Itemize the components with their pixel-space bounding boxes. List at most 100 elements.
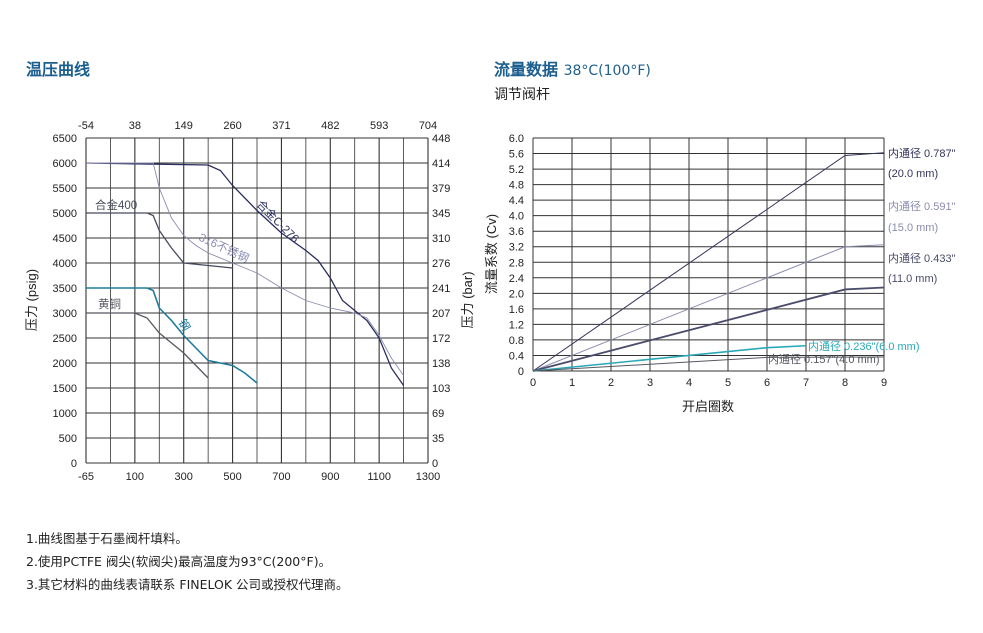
x-tick-label-bottom: 300 xyxy=(175,471,193,483)
x-tick-label-top: -54 xyxy=(78,120,94,132)
y-tick-label-left: 6500 xyxy=(53,133,77,145)
y-tick-label-right: 379 xyxy=(432,183,450,195)
y-tick-label-right: 138 xyxy=(432,358,450,370)
y-tick-label: 2.0 xyxy=(509,288,524,300)
series-line-4 xyxy=(86,312,209,379)
y-tick-label-left: 0 xyxy=(71,458,77,470)
right-chart-title: 流量数据 38°C(100°F) xyxy=(494,56,651,80)
x-tick-label: 4 xyxy=(686,377,692,389)
y-tick-label: 4.0 xyxy=(509,211,524,223)
y-tick-label-right: 310 xyxy=(432,233,450,245)
series-label-1: 316不锈钢 xyxy=(197,231,251,265)
legend-label-mm-2: (11.0 mm) xyxy=(888,273,937,285)
note-3: 3.其它材料的曲线表请联系 FINELOK 公司或授权代理商。 xyxy=(26,577,349,592)
y-tick-label-right: 172 xyxy=(432,333,450,345)
note-2: 2.使用PCTFE 阀尖(软阀尖)最高温度为93°C(200°F)。 xyxy=(26,554,332,569)
notes: 1.曲线图基于石墨阀杆填料。 2.使用PCTFE 阀尖(软阀尖)最高温度为93°… xyxy=(26,527,349,596)
right-title-text: 流量数据 xyxy=(494,60,559,79)
y-tick-label: 1.2 xyxy=(509,319,524,331)
y-tick-label-left: 6000 xyxy=(53,158,77,170)
y-tick-label-right: 69 xyxy=(432,408,444,420)
y-tick-label: 4.4 xyxy=(509,195,524,207)
y-tick-label: 0.4 xyxy=(509,350,524,362)
series-label-3: 钢 xyxy=(175,317,192,333)
y-tick-label-left: 5000 xyxy=(53,208,77,220)
legend-label-mm-0: (20.0 mm) xyxy=(888,168,938,180)
x-tick-label-bottom: -65 xyxy=(78,471,94,483)
x-tick-label: 7 xyxy=(803,377,809,389)
y-tick-label: 0.8 xyxy=(509,335,524,347)
series-line-1 xyxy=(532,244,885,372)
x-tick-label-top: 704 xyxy=(419,120,437,132)
x-tick-label: 0 xyxy=(530,377,536,389)
x-tick-label-top: 149 xyxy=(175,120,193,132)
y-tick-label: 2.4 xyxy=(509,273,524,285)
x-tick-label-top: 260 xyxy=(223,120,241,132)
x-tick-label-top: 371 xyxy=(272,120,290,132)
x-tick-label: 9 xyxy=(881,377,887,389)
y-tick-label: 5.2 xyxy=(509,164,524,176)
series-line-3 xyxy=(532,344,807,372)
legend-label-0: 内通径 0.787" xyxy=(888,146,956,160)
y-axis-title-left: 压力 (psig) xyxy=(24,269,39,331)
y-tick-label-left: 2500 xyxy=(53,333,77,345)
x-tick-label: 6 xyxy=(764,377,770,389)
y-tick-label-right: 103 xyxy=(432,383,450,395)
y-tick-label: 0 xyxy=(518,366,524,378)
legend-label-mm-1: (15.0 mm) xyxy=(888,222,938,234)
x-tick-label-top: 593 xyxy=(370,120,388,132)
y-tick-label: 3.6 xyxy=(509,226,524,238)
y-tick-label-left: 1500 xyxy=(53,383,77,395)
x-axis-title: 开启圈数 xyxy=(682,399,734,414)
note-1: 1.曲线图基于石墨阀杆填料。 xyxy=(26,531,188,546)
y-tick-label-right: 276 xyxy=(432,258,450,270)
y-tick-label: 5.6 xyxy=(509,149,524,161)
legend-label-2: 内通径 0.433" xyxy=(888,251,956,265)
y-tick-label-right: 448 xyxy=(432,133,450,145)
y-tick-label: 6.0 xyxy=(509,133,524,145)
right-chart-subtitle: 调节阀杆 xyxy=(494,87,550,103)
series-line-0 xyxy=(85,162,405,386)
x-tick-label-bottom: 1300 xyxy=(416,471,440,483)
y-tick-label-left: 1000 xyxy=(53,408,77,420)
y-tick-label-left: 500 xyxy=(59,433,77,445)
x-tick-label: 3 xyxy=(647,377,653,389)
x-tick-label: 5 xyxy=(725,377,731,389)
y-tick-label: 1.6 xyxy=(509,304,524,316)
x-tick-label-bottom: 900 xyxy=(321,471,339,483)
x-tick-label-bottom: 100 xyxy=(126,471,144,483)
y-tick-label-left: 3500 xyxy=(53,283,77,295)
y-tick-label-left: 4500 xyxy=(53,233,77,245)
x-tick-label-bottom: 700 xyxy=(272,471,290,483)
legend-label-1: 内通径 0.591" xyxy=(888,199,956,213)
series-line-1 xyxy=(86,162,404,376)
y-tick-label: 2.8 xyxy=(509,257,524,269)
y-tick-label: 4.8 xyxy=(509,180,524,192)
y-tick-label: 3.2 xyxy=(509,242,524,254)
y-axis-title: 流量系数 (Cv) xyxy=(484,214,499,294)
series-line-2 xyxy=(86,212,233,269)
series-label-2: 合金400 xyxy=(95,198,137,212)
y-axis-title-right: 压力 (bar) xyxy=(460,271,475,328)
x-tick-label-top: 482 xyxy=(321,120,339,132)
y-tick-label-right: 35 xyxy=(432,433,444,445)
series-line-4 xyxy=(532,356,885,372)
legend-label-3: 内通径 0.236"(6.0 mm) xyxy=(808,339,920,353)
series-line-3 xyxy=(86,287,258,384)
y-tick-label-right: 345 xyxy=(432,208,450,220)
y-tick-label-left: 2000 xyxy=(53,358,77,370)
y-tick-label-left: 4000 xyxy=(53,258,77,270)
y-tick-label-right: 207 xyxy=(432,308,450,320)
right-title-condition: 38°C(100°F) xyxy=(563,63,651,79)
x-tick-label-bottom: 500 xyxy=(223,471,241,483)
x-tick-label: 8 xyxy=(842,377,848,389)
y-tick-label-left: 5500 xyxy=(53,183,77,195)
y-tick-label-right: 0 xyxy=(432,458,438,470)
x-tick-label: 2 xyxy=(608,377,614,389)
y-tick-label-right: 414 xyxy=(432,158,450,170)
y-tick-label-right: 241 xyxy=(432,283,450,295)
series-line-0 xyxy=(532,152,885,372)
x-tick-label-top: 38 xyxy=(129,120,141,132)
y-tick-label-left: 3000 xyxy=(53,308,77,320)
